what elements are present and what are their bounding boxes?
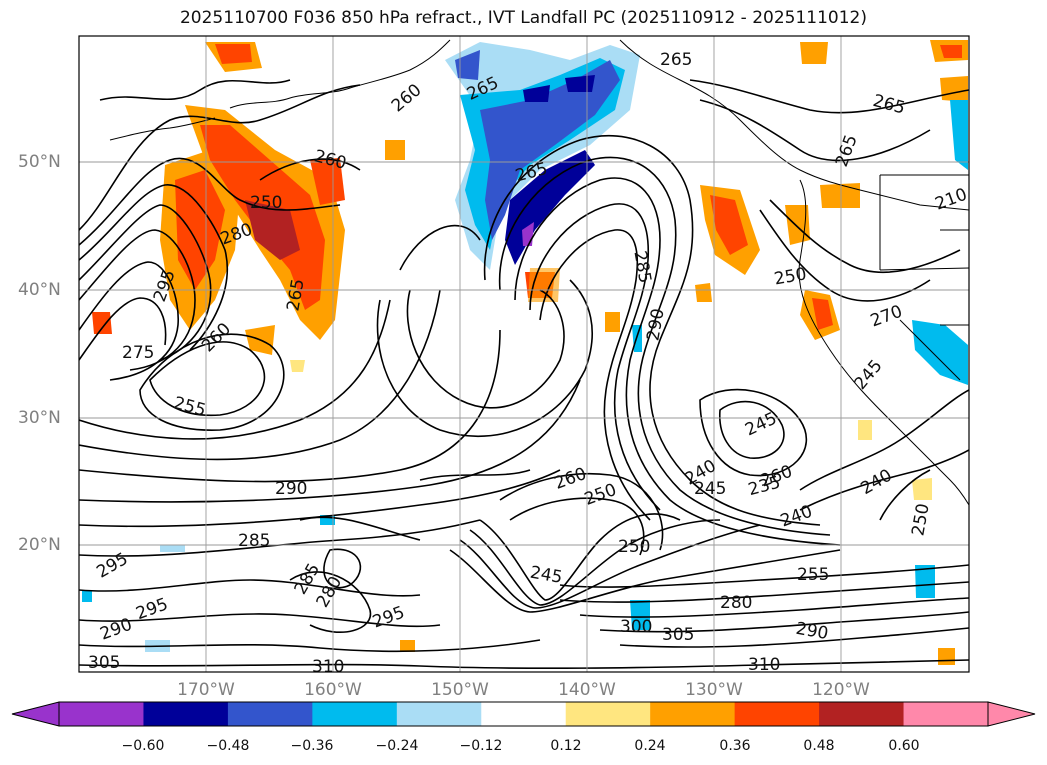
contour-label: 310 [312, 657, 344, 677]
contour-label: 250 [250, 193, 282, 213]
lon-label-160w: 160°W [304, 680, 362, 700]
colorbar-cell [565, 702, 651, 726]
contour-label: 250 [618, 537, 650, 557]
colorbar-tick: −0.24 [375, 738, 419, 754]
colorbar-cell [650, 702, 736, 726]
colorbar-cell [312, 702, 398, 726]
colorbar-cell [819, 702, 905, 726]
contour-label: 265 [660, 50, 692, 70]
colorbar-cell [481, 702, 567, 726]
colorbar-tick: 0.36 [719, 738, 751, 754]
contour-label: 285 [238, 531, 270, 551]
lon-label-130w: 130°W [685, 680, 743, 700]
contour-label: 245 [694, 479, 726, 499]
colorbar-cells [59, 702, 989, 726]
lat-label-20n: 20°N [18, 535, 61, 555]
colorbar-cell [396, 702, 482, 726]
contour-label: 275 [122, 343, 154, 363]
lon-label-140w: 140°W [558, 680, 616, 700]
colorbar-tick: 0.24 [634, 738, 666, 754]
contour-label: 255 [797, 565, 829, 585]
contour-label: 310 [748, 655, 780, 675]
lat-label-30n: 30°N [18, 408, 61, 428]
colorbar-cell [903, 702, 989, 726]
contour-label: 280 [720, 593, 752, 613]
lon-label-150w: 150°W [431, 680, 489, 700]
contour-label: 305 [88, 653, 120, 673]
colorbar-tick: 0.12 [550, 738, 582, 754]
colorbar-tick: 0.48 [803, 738, 835, 754]
lat-label-50n: 50°N [18, 152, 61, 172]
map-title: 2025110700 F036 850 hPa refract., IVT La… [179, 8, 867, 28]
colorbar-frame [58, 701, 989, 727]
shaded-anomaly-regions [82, 40, 968, 665]
contour-label: 305 [662, 625, 694, 645]
colorbar-extend-high [987, 701, 1036, 727]
contour-label: 290 [275, 479, 307, 499]
contour-lines [79, 79, 969, 670]
colorbar-cell [143, 702, 229, 726]
colorbar-tick: −0.48 [206, 738, 250, 754]
contour-label: 300 [620, 617, 652, 637]
colorbar-tick: −0.60 [121, 738, 165, 754]
colorbar-cell [59, 702, 144, 726]
colorbar-tick: −0.12 [459, 738, 503, 754]
lat-label-40n: 40°N [18, 280, 61, 300]
colorbar-extend-low [11, 701, 60, 727]
lon-label-120w: 120°W [812, 680, 870, 700]
colorbar [11, 701, 1036, 727]
lon-label-170w: 170°W [177, 680, 235, 700]
map-plot: 265 260 265 265 260 250 265 295 290 260 … [78, 35, 970, 677]
colorbar-cell [734, 702, 820, 726]
map-frame [78, 35, 970, 673]
colorbar-tick: −0.36 [290, 738, 334, 754]
coastlines [109, 39, 969, 506]
colorbar-tick: 0.60 [888, 738, 920, 754]
lat-lon-grid [79, 36, 969, 672]
colorbar-cell [227, 702, 313, 726]
